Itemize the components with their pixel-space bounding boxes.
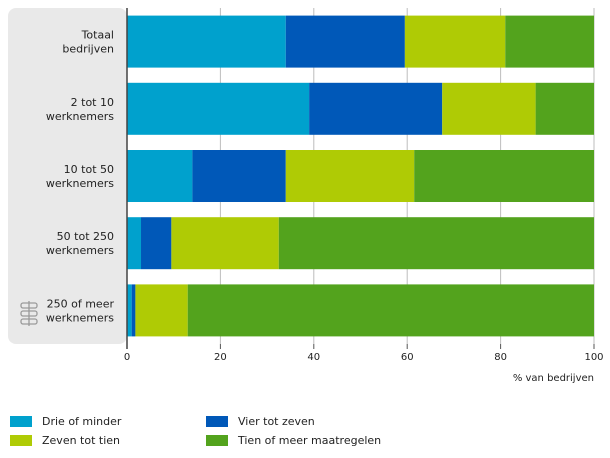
bar-segment: [192, 150, 286, 202]
bar-segment: [535, 82, 594, 135]
legend-swatch: [10, 435, 32, 446]
bar-segment: [141, 217, 172, 270]
bar-segment: [505, 15, 594, 68]
legend-item: Zeven tot tien: [10, 434, 120, 447]
bar-segment: [127, 284, 132, 337]
x-tick-label: 80: [494, 352, 507, 363]
bar-segment: [127, 217, 142, 270]
legend-item: Tien of meer maatregelen: [206, 434, 381, 447]
bar-segment: [127, 15, 286, 68]
legend-label: Tien of meer maatregelen: [238, 434, 382, 447]
x-axis-title: % van bedrijven: [513, 373, 594, 384]
category-label: Totaal: [81, 29, 114, 42]
category-label: werknemers: [46, 177, 114, 190]
category-label: werknemers: [46, 244, 114, 257]
category-label: werknemers: [46, 311, 114, 324]
bar-segment: [131, 284, 136, 337]
legend-label: Zeven tot tien: [42, 434, 121, 447]
x-tick-label: 40: [307, 352, 320, 363]
legend-swatch: [10, 416, 32, 427]
legend-item: Drie of minder: [10, 415, 121, 428]
cbs-logo-icon: [20, 301, 38, 326]
legend-label: Vier tot zeven: [238, 415, 315, 428]
category-label: 10 tot 50: [64, 163, 114, 176]
category-label: werknemers: [46, 110, 114, 123]
x-tick-label: 0: [124, 352, 130, 363]
x-tick-label: 20: [214, 352, 227, 363]
bar-segment: [309, 82, 443, 135]
legend: Drie of minder Vier tot zeven Zeven tot …: [0, 406, 610, 458]
x-tick-label: 60: [401, 352, 414, 363]
bar-segment: [187, 284, 594, 337]
stacked-bar-chart: 0 20 40 60 80 100 % van bedrijven Totaalbedrij…: [8, 8, 604, 384]
bar-segment: [442, 82, 536, 135]
bar-segment: [171, 217, 279, 270]
legend-swatch: [206, 435, 228, 446]
bar-segment: [404, 15, 506, 68]
category-label-panel: [8, 8, 127, 344]
bar-segment: [127, 82, 310, 135]
x-tick-label: 100: [584, 352, 603, 363]
legend-swatch: [206, 416, 228, 427]
bar-segment: [135, 284, 188, 337]
legend-label: Drie of minder: [42, 415, 122, 428]
bar-segment: [285, 15, 405, 68]
bar-segment: [414, 150, 594, 202]
category-label: bedrijven: [62, 43, 114, 56]
bar-segment: [285, 150, 415, 202]
bar-segment: [127, 150, 193, 202]
category-label: 2 tot 10: [71, 96, 114, 109]
category-label: 50 tot 250: [57, 230, 114, 243]
bar-segment: [278, 217, 594, 270]
legend-item: Vier tot zeven: [206, 415, 315, 428]
category-label: 250 of meer: [47, 297, 115, 310]
